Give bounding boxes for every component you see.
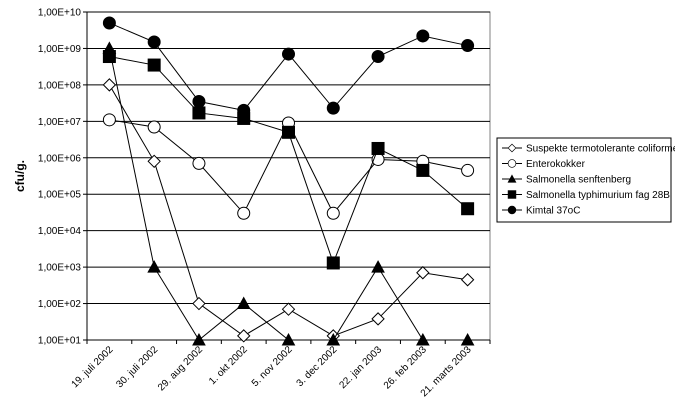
x-tick-label: 26. feb 2003 (382, 344, 429, 391)
data-point (416, 266, 430, 280)
data-point (326, 332, 341, 346)
legend-item: Suspekte termotolerante coliforme (502, 144, 675, 155)
data-point (237, 206, 251, 220)
legend-item: Salmonella typhimurium fag 28B (502, 190, 670, 201)
data-point (281, 302, 296, 316)
x-tick-label: 30. juli 2002 (114, 344, 160, 390)
y-tick-label: 1,00E+03 (38, 263, 82, 274)
data-point (281, 332, 296, 346)
data-point (237, 103, 251, 117)
data-point (236, 296, 251, 310)
x-tick-label: 5. nov 2002 (250, 344, 295, 389)
x-tick-label: 3. dec 2002 (295, 344, 340, 389)
legend-label: Enterokokker (526, 159, 586, 170)
data-point (416, 163, 430, 177)
data-point (282, 47, 295, 61)
data-point (326, 101, 340, 115)
data-point (192, 296, 206, 311)
legend: Suspekte termotolerante coliforme Enterok… (496, 137, 675, 223)
legend-box (496, 137, 672, 223)
data-point (192, 95, 206, 109)
legend-label: Salmonella typhimurium fag 28B (526, 190, 670, 201)
data-point (192, 106, 206, 120)
y-tick-label: 1,00E+07 (38, 117, 82, 128)
y-tick-label: 1,00E+06 (38, 153, 82, 164)
data-point (192, 332, 206, 346)
legend-marker (507, 159, 517, 168)
legend-marker (507, 190, 517, 199)
data-point (371, 260, 385, 273)
series-1 (102, 78, 475, 343)
y-axis-ticks: 1,00E+01 1,00E+02 1,00E+03 1,00E+04 1,00E+05… (38, 8, 87, 347)
data-point (460, 332, 475, 346)
data-point (102, 78, 117, 92)
data-point (461, 39, 475, 53)
y-tick-label: 1,00E+05 (38, 190, 82, 201)
x-tick-label: 19. juli 2002 (70, 344, 116, 390)
data-point (147, 35, 161, 49)
data-point (461, 202, 475, 216)
legend-marker (507, 205, 517, 215)
y-tick-label: 1,00E+04 (38, 226, 82, 237)
data-point (147, 58, 161, 72)
y-tick-label: 1,00E+10 (38, 8, 82, 19)
data-point (102, 50, 116, 64)
legend-label: Suspekte termotolerante coliforme (526, 144, 675, 155)
data-point (460, 273, 475, 287)
legend-label: Salmonella senftenberg (526, 175, 631, 186)
legend-items: Suspekte termotolerante coliforme Enterok… (502, 144, 675, 217)
data-point (192, 156, 206, 170)
data-point (415, 332, 430, 346)
legend-label: Kimtal 37oC (526, 206, 580, 217)
series-5 (102, 16, 475, 117)
data-point (147, 154, 161, 169)
x-tick-label: 1. okt 2002 (207, 344, 250, 387)
series-layer (102, 16, 475, 346)
data-point (326, 206, 340, 220)
data-point (416, 29, 430, 43)
series-4 (102, 50, 475, 270)
data-point (326, 256, 340, 270)
legend-item: Kimtal 37oC (502, 206, 580, 217)
data-point (147, 120, 161, 134)
data-point (102, 16, 116, 30)
x-tick-label: 29. aug 2002 (156, 344, 205, 393)
legend-item: Enterokokker (502, 159, 586, 170)
y-tick-label: 1,00E+09 (38, 44, 82, 55)
x-tick-label: 22. jan 2003 (337, 344, 384, 391)
data-point (371, 50, 385, 64)
legend-item: Salmonella senftenberg (502, 174, 631, 186)
y-axis-title: cfu/g. (13, 160, 27, 192)
legend-marker (507, 143, 517, 153)
data-point (282, 125, 295, 139)
data-point (371, 141, 385, 155)
y-tick-label: 1,00E+08 (38, 80, 82, 91)
data-point (461, 163, 475, 177)
data-point (371, 312, 385, 326)
y-tick-label: 1,00E+02 (38, 299, 82, 310)
data-point (147, 260, 162, 273)
y-tick-label: 1,00E+01 (38, 336, 82, 347)
legend-marker (507, 174, 517, 183)
data-point (102, 113, 116, 127)
data-point (237, 329, 251, 343)
